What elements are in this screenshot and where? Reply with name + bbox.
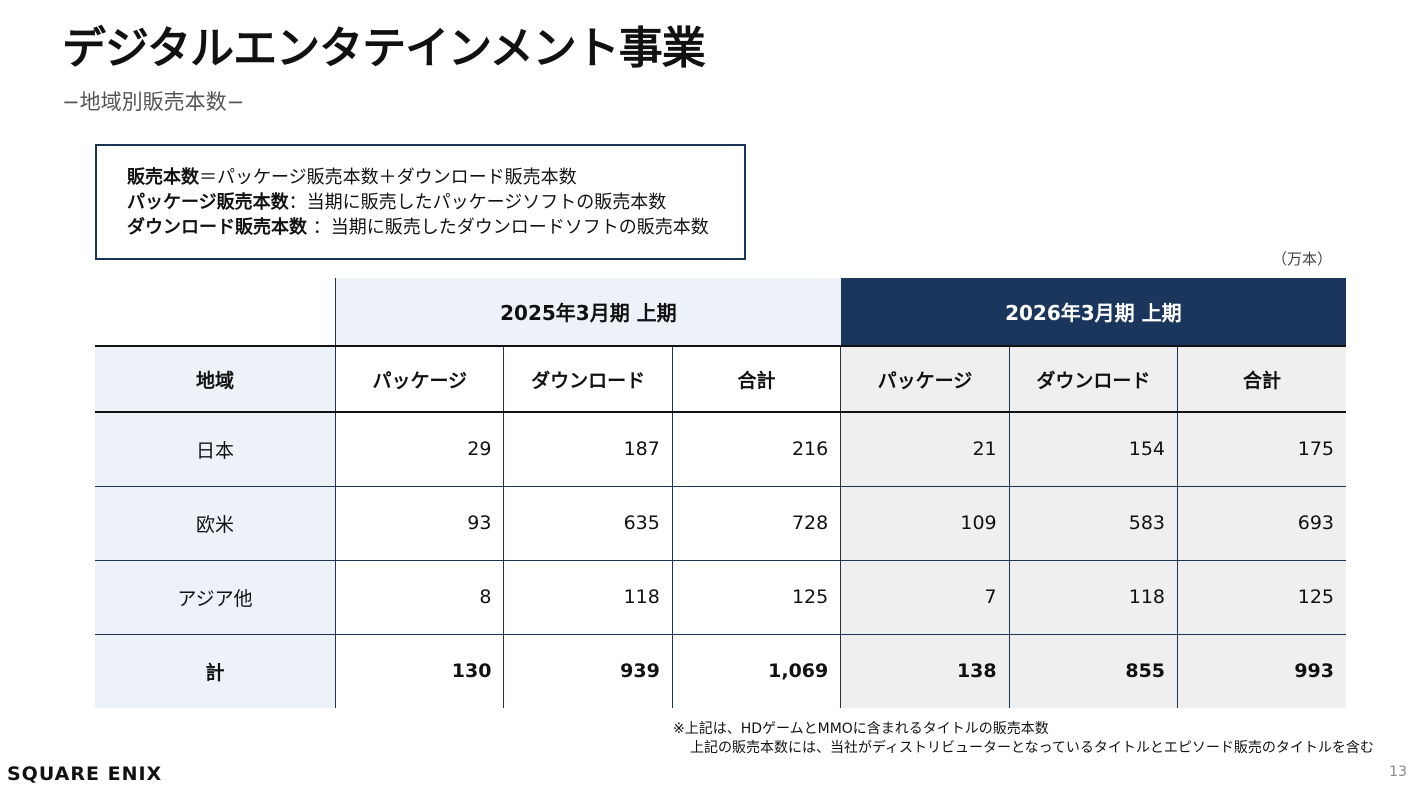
unit-label: （万本） <box>1271 250 1332 268</box>
value-cell: 154 <box>1009 412 1179 487</box>
value-cell: 8 <box>335 560 505 635</box>
table-row: 欧米 93 635 728 109 583 693 <box>95 486 1346 561</box>
prev-download-header: ダウンロード <box>503 346 673 413</box>
definition-text: ：当期に販売したパッケージソフトの販売本数 <box>288 192 667 213</box>
curr-package-header: パッケージ <box>840 346 1010 413</box>
region-header: 地域 <box>95 346 337 413</box>
definition-text: ＝パッケージ販売本数＋ダウンロード販売本数 <box>199 167 577 188</box>
value-cell: 29 <box>335 412 505 487</box>
definition-line: パッケージ販売本数：当期に販売したパッケージソフトの販売本数 <box>127 190 744 215</box>
footnote-line: 上記の販売本数には、当社がディストリビューターとなっているタイトルとエピソード販… <box>690 740 1374 756</box>
value-cell: 993 <box>1177 634 1346 708</box>
value-cell: 216 <box>672 412 842 487</box>
definition-term: 販売本数 <box>127 167 199 188</box>
curr-download-header: ダウンロード <box>1009 346 1179 413</box>
region-cell: アジア他 <box>95 560 337 635</box>
curr-total-header: 合計 <box>1177 346 1346 413</box>
period-prev-header: 2025年3月期 上期 <box>335 278 841 347</box>
period-header-row: 2025年3月期 上期 2026年3月期 上期 <box>95 278 1346 347</box>
definition-text: ：当期に販売したダウンロードソフトの販売本数 <box>307 217 709 238</box>
company-logo: SQUARE ENIX <box>7 763 163 785</box>
sales-table: 2025年3月期 上期 2026年3月期 上期 地域 パッケージ ダウンロード … <box>95 278 1346 708</box>
definition-box: 販売本数＝パッケージ販売本数＋ダウンロード販売本数 パッケージ販売本数：当期に販… <box>95 144 746 260</box>
value-cell: 187 <box>503 412 673 487</box>
footnote-line: ※上記は、HDゲームとMMOに含まれるタイトルの販売本数 <box>673 721 1049 737</box>
region-cell: 計 <box>95 634 337 708</box>
value-cell: 583 <box>1009 486 1179 561</box>
value-cell: 118 <box>1009 560 1179 635</box>
value-cell: 93 <box>335 486 505 561</box>
value-cell: 130 <box>335 634 505 708</box>
period-curr-header: 2026年3月期 上期 <box>840 278 1346 347</box>
value-cell: 939 <box>503 634 673 708</box>
table-row: アジア他 8 118 125 7 118 125 <box>95 560 1346 635</box>
value-cell: 635 <box>503 486 673 561</box>
value-cell: 138 <box>840 634 1010 708</box>
value-cell: 1,069 <box>672 634 842 708</box>
page-number: 13 <box>1389 764 1407 780</box>
value-cell: 175 <box>1177 412 1346 487</box>
page-title: デジタルエンタテインメント事業 <box>62 23 706 74</box>
table-row: 日本 29 187 216 21 154 175 <box>95 412 1346 487</box>
value-cell: 125 <box>672 560 842 635</box>
prev-package-header: パッケージ <box>335 346 505 413</box>
definition-term: ダウンロード販売本数 <box>127 217 307 238</box>
total-row: 計 130 939 1,069 138 855 993 <box>95 634 1346 708</box>
page-subtitle: −地域別販売本数− <box>62 90 245 114</box>
prev-total-header: 合計 <box>672 346 842 413</box>
definition-line: 販売本数＝パッケージ販売本数＋ダウンロード販売本数 <box>127 165 744 190</box>
value-cell: 21 <box>840 412 1010 487</box>
value-cell: 118 <box>503 560 673 635</box>
value-cell: 109 <box>840 486 1010 561</box>
value-cell: 7 <box>840 560 1010 635</box>
value-cell: 855 <box>1009 634 1179 708</box>
value-cell: 693 <box>1177 486 1346 561</box>
value-cell: 125 <box>1177 560 1346 635</box>
value-cell: 728 <box>672 486 842 561</box>
definition-line: ダウンロード販売本数 ：当期に販売したダウンロードソフトの販売本数 <box>127 215 744 240</box>
region-cell: 欧米 <box>95 486 337 561</box>
blank-cell <box>95 278 337 347</box>
region-cell: 日本 <box>95 412 337 487</box>
column-header-row: 地域 パッケージ ダウンロード 合計 パッケージ ダウンロード 合計 <box>95 346 1346 413</box>
definition-term: パッケージ販売本数 <box>127 192 289 213</box>
footnote: ※上記は、HDゲームとMMOに含まれるタイトルの販売本数 上記の販売本数には、当… <box>673 720 1374 758</box>
